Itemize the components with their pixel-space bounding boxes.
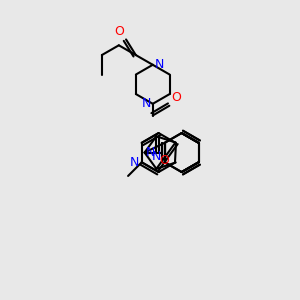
Text: O: O: [114, 25, 124, 38]
Text: N: N: [154, 58, 164, 71]
Text: N: N: [130, 156, 139, 169]
Text: O: O: [159, 154, 169, 167]
Text: N: N: [146, 146, 155, 159]
Text: O: O: [171, 91, 181, 104]
Text: N: N: [152, 150, 161, 163]
Text: N: N: [142, 97, 151, 110]
